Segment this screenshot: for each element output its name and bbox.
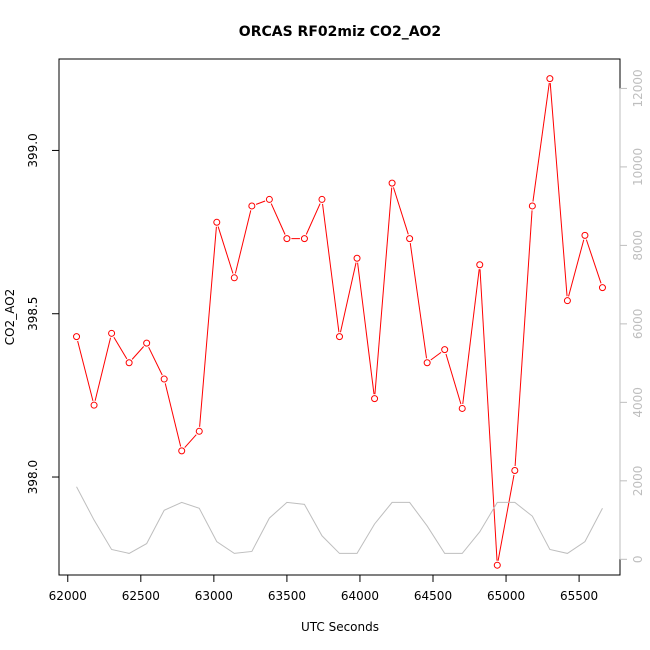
right-y-tick-label: 4000 <box>631 387 645 418</box>
series-1-segment <box>77 340 94 401</box>
series-1-point <box>581 231 589 239</box>
series-1-segment <box>497 474 515 561</box>
series-1-point <box>371 395 379 403</box>
series-1-point <box>511 466 519 474</box>
y-tick-label: 399.0 <box>26 133 40 167</box>
series-1-point <box>528 202 536 210</box>
series-1-segment <box>339 262 357 333</box>
y-tick-label: 398.5 <box>26 297 40 331</box>
series-1-point <box>195 427 203 435</box>
right-y-tick-label: 8000 <box>631 230 645 261</box>
x-tick-label: 62500 <box>122 589 160 603</box>
series-1-segment <box>234 210 252 274</box>
series-1-segment <box>164 383 182 447</box>
y-axis: 398.0 398.5 399.0 <box>26 133 60 494</box>
series-1-point <box>441 346 449 354</box>
x-tick-label: 65500 <box>560 589 598 603</box>
y-axis-label: CO2_AO2 <box>3 289 17 346</box>
series-1-point <box>336 333 343 341</box>
series-1-segment <box>94 337 112 401</box>
y-tick-label: 398.0 <box>26 460 40 494</box>
right-y-tick-label: 2000 <box>631 466 645 497</box>
series-lines <box>76 82 603 561</box>
x-tick-label: 63500 <box>268 589 306 603</box>
series-1-point <box>318 195 326 203</box>
series-1-segment <box>322 203 340 333</box>
series-1-point <box>90 401 98 409</box>
series-1-point <box>300 235 308 243</box>
series-1-point <box>213 218 221 226</box>
series-1-segment <box>549 83 568 297</box>
series-1-segment <box>305 203 321 235</box>
series-1-point <box>248 202 256 210</box>
x-axis: 62000 62500 63000 63500 64000 64500 65000 65500 <box>49 574 598 603</box>
right-y-tick-label: 12000 <box>631 69 645 107</box>
series-1-point <box>546 75 554 83</box>
series-1-segment <box>357 262 375 395</box>
series-1-point <box>406 235 414 243</box>
series-1-point <box>476 261 484 269</box>
series-1-segment <box>199 226 217 427</box>
right-y-tick-label: 6000 <box>631 309 645 340</box>
series-1-segment <box>409 243 428 359</box>
series-points <box>73 75 606 569</box>
series-1-segment <box>568 239 585 297</box>
series-1-segment <box>479 269 498 561</box>
series-2-line <box>76 486 603 554</box>
series-1-segment <box>113 336 128 360</box>
x-tick-label: 64500 <box>414 589 452 603</box>
x-axis-label: UTC Seconds <box>301 620 379 634</box>
series-1-point <box>598 284 606 292</box>
series-1-point <box>73 333 81 341</box>
series-1-segment <box>255 200 266 205</box>
series-1-segment <box>462 269 480 405</box>
series-1-segment <box>532 82 550 202</box>
x-tick-label: 65000 <box>487 589 525 603</box>
series-1-segment <box>148 346 163 376</box>
series-1-point <box>230 274 238 282</box>
series-1-segment <box>217 226 234 274</box>
plot-frame <box>58 58 621 576</box>
series-1-segment <box>430 351 442 361</box>
series-1-point <box>108 329 116 337</box>
x-tick-label: 62000 <box>49 589 87 603</box>
right-y-tick-label: 10000 <box>631 148 645 186</box>
series-1-segment <box>445 353 462 405</box>
series-1-point <box>493 561 501 569</box>
series-1-point <box>458 404 466 412</box>
series-1-point <box>160 375 168 383</box>
series-1-segment <box>374 187 393 395</box>
series-1-segment <box>270 203 286 235</box>
right-y-axis: 0 2000 4000 6000 8000 10000 12000 <box>619 69 645 563</box>
right-y-tick-label: 0 <box>631 555 645 563</box>
series-1-segment <box>184 434 197 448</box>
x-tick-label: 64000 <box>341 589 379 603</box>
series-1-point <box>265 195 273 203</box>
series-1-point <box>143 339 151 347</box>
series-1-segment <box>585 239 602 284</box>
series-1-point <box>178 447 186 455</box>
series-1-point <box>423 359 431 367</box>
series-1-point <box>388 179 396 187</box>
series-1-point <box>283 235 291 243</box>
chart-title: ORCAS RF02miz CO2_AO2 <box>239 24 441 40</box>
series-1-segment <box>392 187 409 235</box>
series-1-point <box>353 254 361 262</box>
series-1-point <box>125 359 133 367</box>
series-1-segment <box>514 210 533 467</box>
series-1-point <box>563 297 571 305</box>
x-tick-label: 63000 <box>195 589 233 603</box>
series-1-segment <box>131 346 145 360</box>
